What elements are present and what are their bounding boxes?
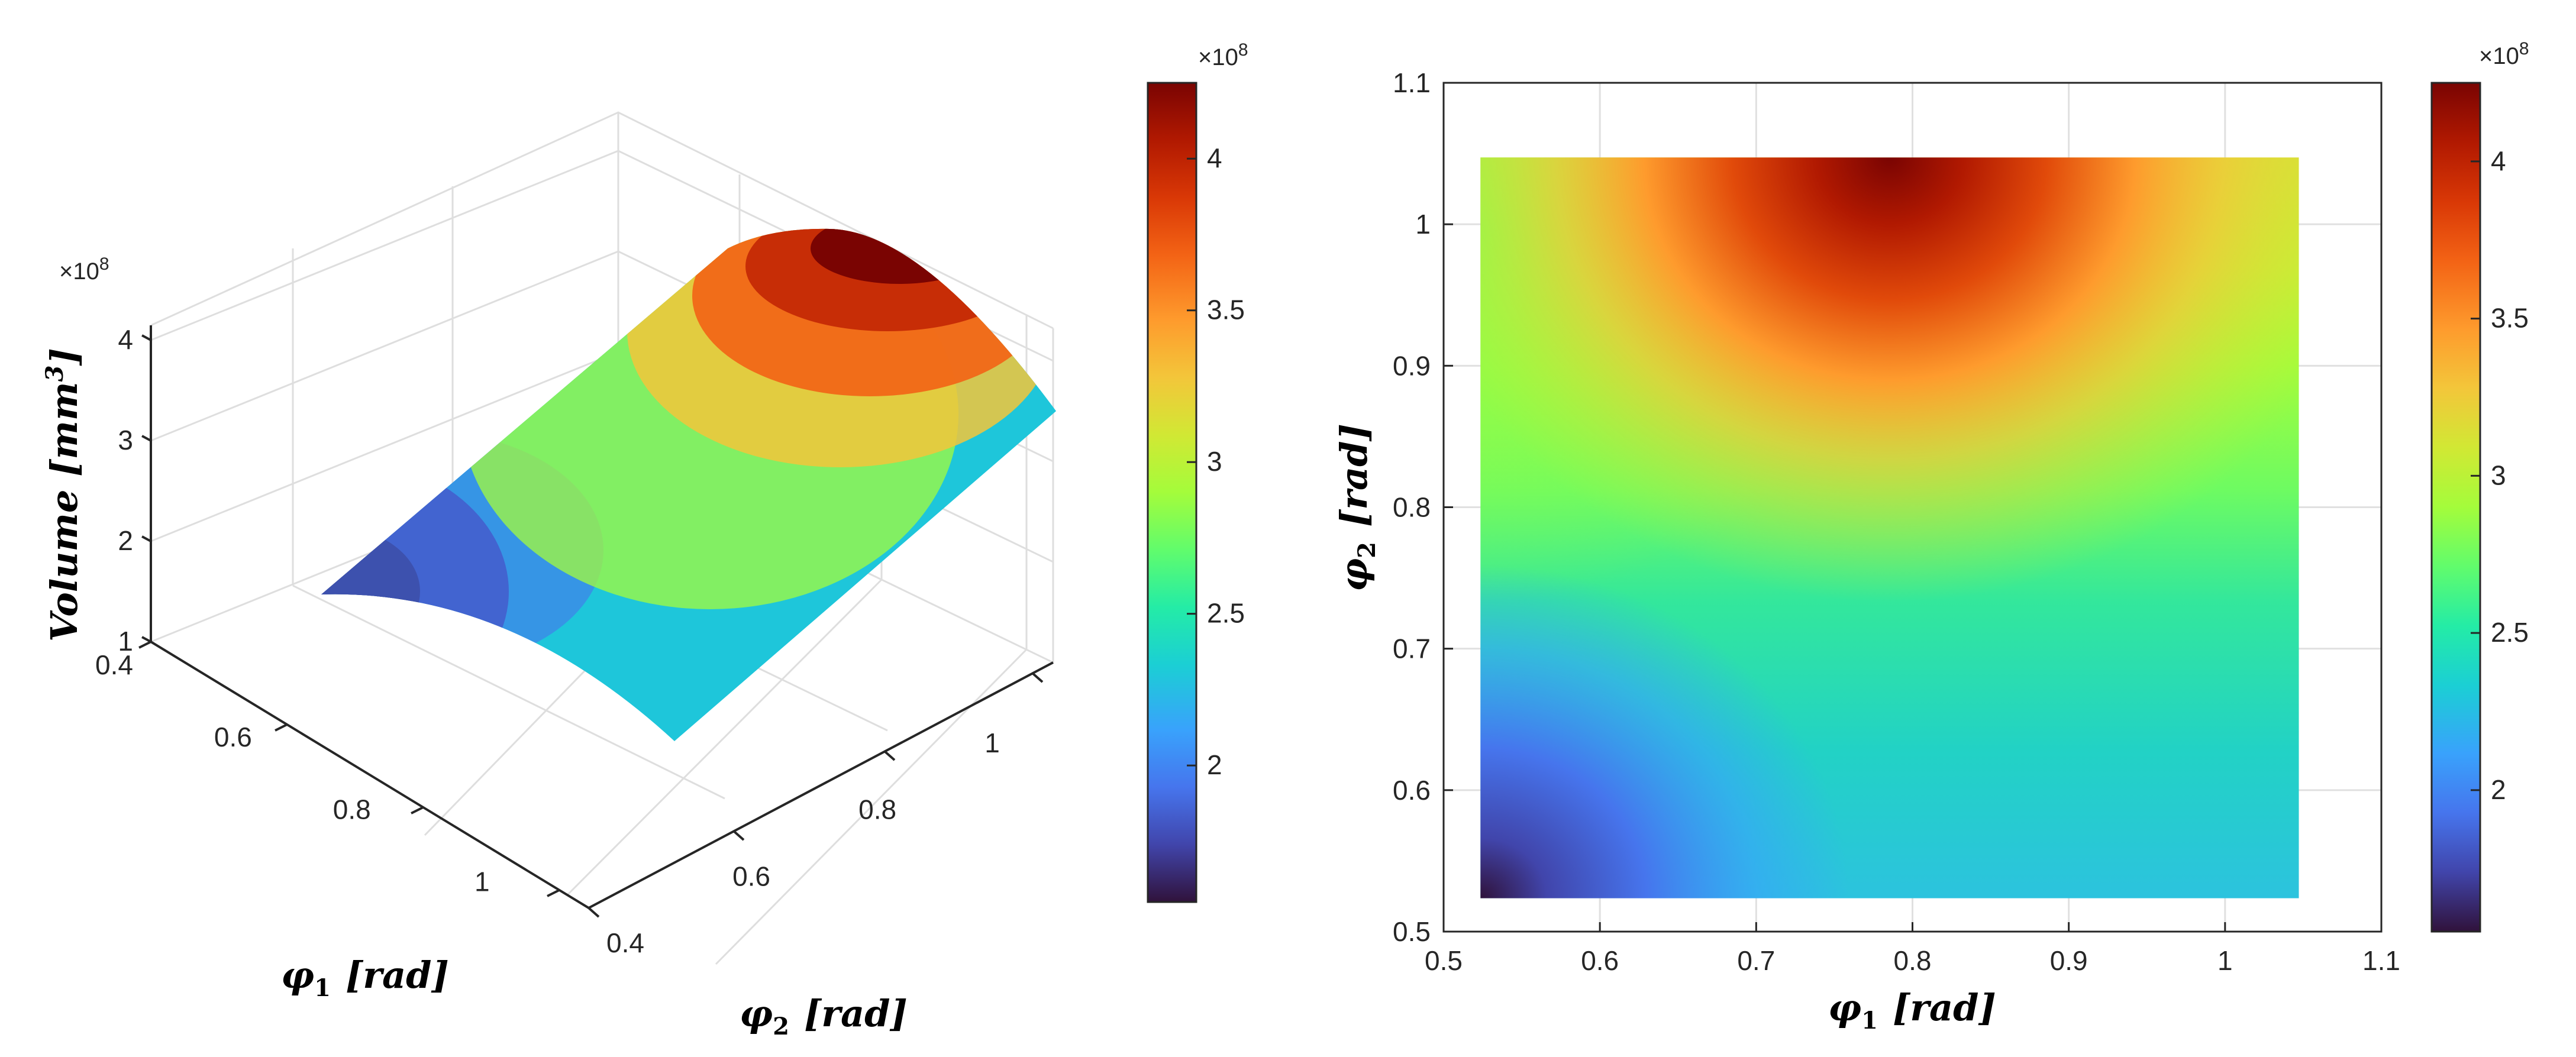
heatmap-image <box>1480 157 2299 898</box>
colorbar-tick-label: 2.5 <box>2491 617 2529 648</box>
colorbar-tick-label: 3.5 <box>1207 295 1245 325</box>
x-tick-label-heatmap: 0.6 <box>1581 945 1619 976</box>
colorbar-tick-label: 3.5 <box>2491 303 2529 334</box>
y-axis-label-heatmap: φ2[rad] <box>1332 424 1381 591</box>
y-axis-line <box>588 661 1054 909</box>
z-tick-label: 1 <box>118 626 133 657</box>
y-axis-label-3d: φ2 [rad] <box>740 992 908 1040</box>
colorbar-right: 2 2.5 3 3.5 4 ×108 <box>2430 39 2529 933</box>
y-tick-label-3d: 0.4 <box>606 927 644 958</box>
y-tick-label-heatmap: 1.1 <box>1393 67 1431 98</box>
x-tick-label-heatmap: 0.8 <box>1894 945 1932 976</box>
x-tick-label-heatmap: 0.7 <box>1737 945 1775 976</box>
heatmap-x-ticks: 0.5 0.6 0.7 0.8 0.9 1 1.1 <box>1425 922 2400 976</box>
x-tick-label-3d: 0.4 <box>95 649 133 680</box>
colorbar-tick-label: 4 <box>1207 143 1222 173</box>
heatmap-layer <box>1480 157 2299 898</box>
colorbar-left: 2 2.5 3 3.5 4 ×108 <box>1147 40 1248 903</box>
colorbar-right-ticks: 2 2.5 3 3.5 4 <box>2471 146 2529 805</box>
y-tick-label-heatmap: 0.7 <box>1393 633 1431 664</box>
x-tick-label-heatmap: 0.5 <box>1425 945 1463 976</box>
z-ticks: 1 2 3 4 <box>118 324 133 657</box>
z-multiplier: ×108 <box>59 254 109 285</box>
heatmap-panel: 0.5 0.6 0.7 0.8 0.9 1 1.1 0.50.60.70.80.911.1 … <box>1332 39 2529 1035</box>
colorbar-tick-label: 3 <box>1207 446 1222 477</box>
z-tick-label: 3 <box>118 425 133 455</box>
colorbar-tick-label: 2.5 <box>1207 598 1245 629</box>
x-tick-label-heatmap: 1.1 <box>2362 945 2400 976</box>
y-ticks-3d: 0.4 0.6 0.8 1 <box>606 728 1000 958</box>
y-tick-label-3d: 0.8 <box>858 794 896 825</box>
heatmap-y-ticks: 0.5 0.6 0.7 0.8 0.9 1 1.1 <box>1393 67 1453 947</box>
colorbar-tick-label: 3 <box>2491 460 2506 490</box>
x-tick-label-3d: 0.6 <box>214 722 252 752</box>
y-tick-label-heatmap: 0.5 <box>1393 916 1431 947</box>
z-tick-label: 2 <box>118 525 133 556</box>
3d-axes <box>150 325 1054 909</box>
z-tick-label: 4 <box>118 324 133 355</box>
x-ticks-3d: 0.4 0.6 0.8 1 <box>95 649 490 897</box>
y-tick-label-heatmap: 0.9 <box>1393 350 1431 381</box>
colorbar-right-gradient <box>2430 82 2481 933</box>
x-tick-label-heatmap: 1 <box>2217 945 2233 976</box>
surface-3d-panel: 1 2 3 4 0.4 0.6 0.8 1 0.4 0.6 0.8 1 ×108 Volume [… <box>41 40 1248 1040</box>
y-tick-label-3d: 0.6 <box>732 861 770 891</box>
y-tick-label-heatmap: 1 <box>1415 209 1431 240</box>
x-tick-label-3d: 1 <box>474 866 490 897</box>
y-tick-label-3d: 1 <box>984 728 1000 758</box>
x-axis-line <box>150 641 590 909</box>
x-axis-label-heatmap: φ1 [rad] <box>1828 986 1996 1035</box>
3d-tick-marks <box>138 334 1044 918</box>
colorbar-left-ticks: 2 2.5 3 3.5 4 <box>1187 143 1245 780</box>
colorbar-tick-label: 2 <box>1207 749 1222 780</box>
colorbar-right-multiplier: ×108 <box>2479 39 2529 69</box>
colorbar-left-multiplier: ×108 <box>1198 40 1248 70</box>
y-tick-label-heatmap: 0.8 <box>1393 492 1431 523</box>
colorbar-tick-label: 2 <box>2491 774 2506 805</box>
z-axis-label: Volume [mm3] <box>41 348 86 642</box>
colorbar-tick-label: 4 <box>2491 146 2506 176</box>
x-axis-label-3d: φ1 [rad] <box>281 953 449 1002</box>
y-tick-label-heatmap: 0.6 <box>1393 775 1431 806</box>
x-tick-label-heatmap: 0.9 <box>2050 945 2088 976</box>
colorbar-left-gradient <box>1147 82 1197 903</box>
x-tick-label-3d: 0.8 <box>333 794 371 825</box>
